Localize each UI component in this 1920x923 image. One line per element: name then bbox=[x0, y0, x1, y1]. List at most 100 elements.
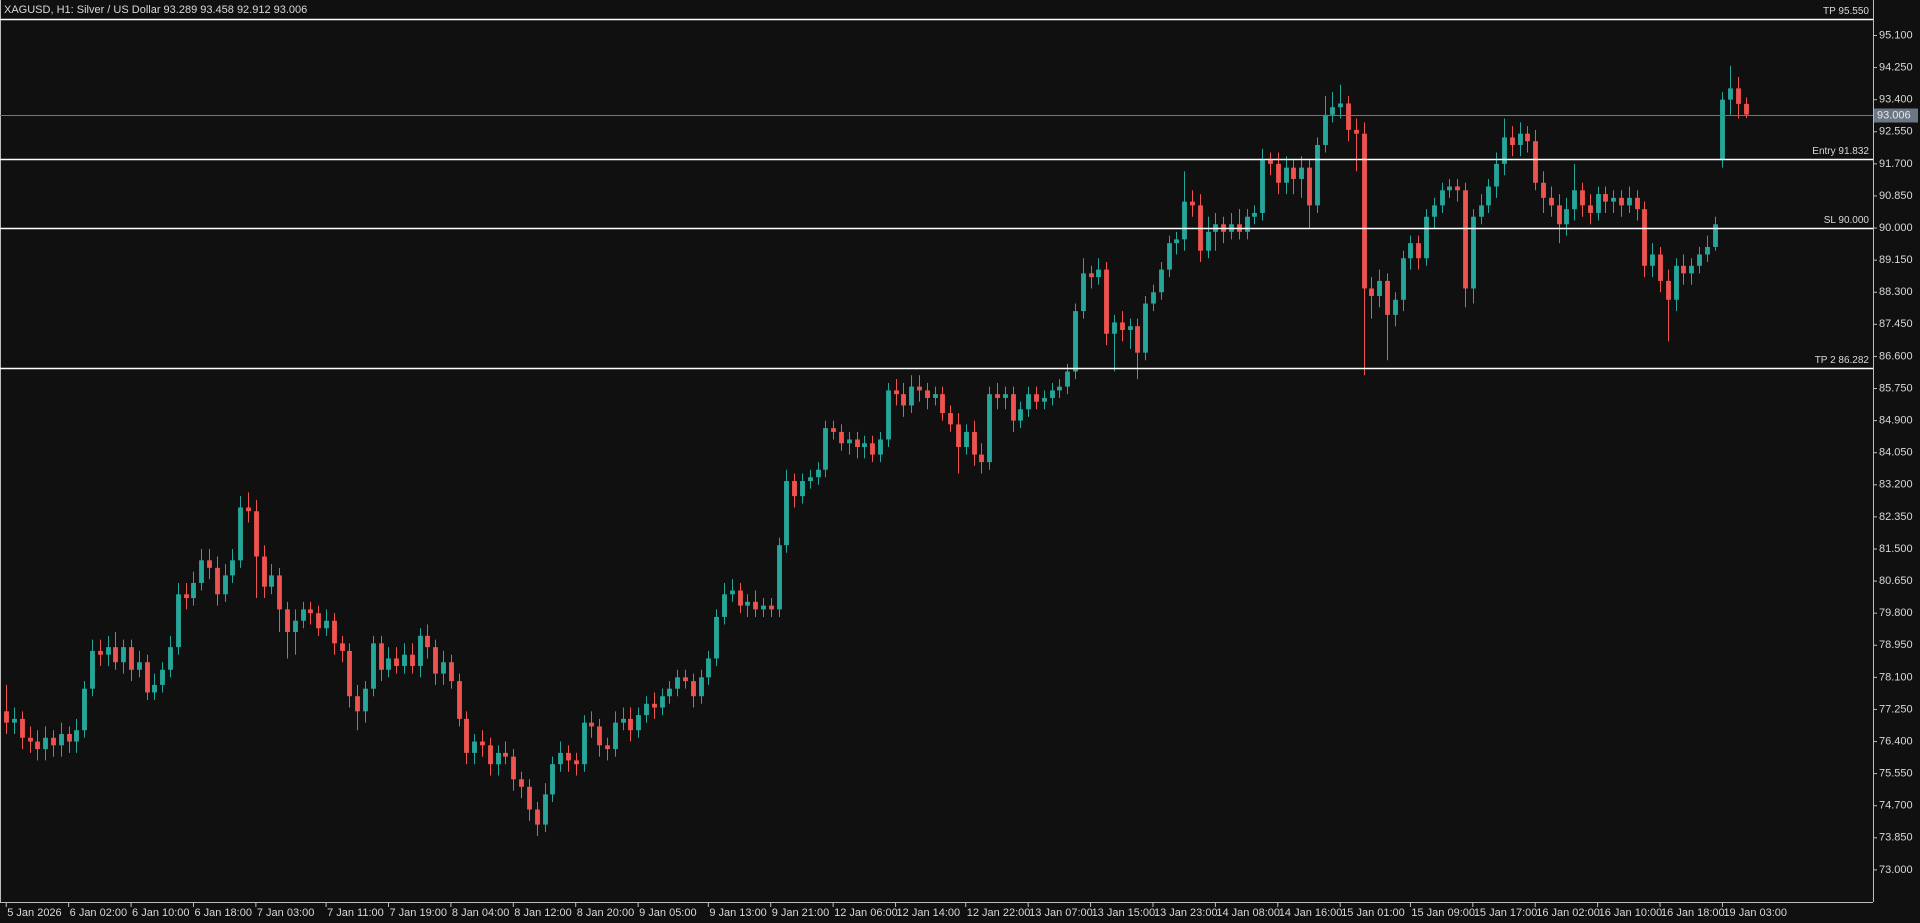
candle-body bbox=[675, 677, 680, 689]
candle-body bbox=[324, 620, 329, 629]
candle-body bbox=[519, 779, 524, 787]
candle-body bbox=[1073, 311, 1078, 372]
candle-body bbox=[1260, 160, 1265, 213]
candle-body bbox=[113, 647, 118, 663]
candle-body bbox=[1627, 197, 1632, 206]
level-label: Entry 91.832 bbox=[1812, 146, 1869, 157]
candle-body bbox=[340, 643, 345, 651]
x-tick-label: 15 Jan 01:00 bbox=[1341, 907, 1405, 919]
candle-body bbox=[20, 718, 25, 738]
candle-body bbox=[1011, 394, 1016, 421]
candle-body bbox=[823, 428, 828, 470]
candle-body bbox=[379, 643, 384, 670]
candle-body bbox=[418, 635, 423, 667]
candle-body bbox=[238, 507, 243, 561]
candle-body bbox=[1128, 326, 1133, 330]
candle-body bbox=[4, 711, 9, 723]
y-tick-label: 95.100 bbox=[1879, 29, 1913, 41]
level-label: TP 95.550 bbox=[1823, 6, 1869, 17]
x-tick-label: 13 Jan 07:00 bbox=[1029, 907, 1093, 919]
candle-body bbox=[870, 443, 875, 455]
candle-body bbox=[1642, 209, 1647, 266]
candle-body bbox=[1479, 205, 1484, 217]
candle-body bbox=[223, 575, 228, 595]
x-tick-label: 8 Jan 20:00 bbox=[577, 907, 635, 919]
candle-body bbox=[394, 658, 399, 667]
candle-body bbox=[1510, 137, 1515, 145]
candle-body bbox=[1697, 254, 1702, 266]
candle-body bbox=[1346, 103, 1351, 130]
y-tick-label: 92.550 bbox=[1879, 126, 1913, 138]
x-tick-label: 12 Jan 14:00 bbox=[897, 907, 961, 919]
candle-body bbox=[262, 556, 267, 587]
candle-body bbox=[1050, 390, 1055, 398]
candle-body bbox=[1190, 201, 1195, 206]
y-tick-label: 83.200 bbox=[1879, 479, 1913, 491]
candle-body bbox=[277, 575, 282, 610]
x-tick-label: 9 Jan 13:00 bbox=[709, 907, 767, 919]
candle-body bbox=[1307, 167, 1312, 206]
candle-body bbox=[184, 594, 189, 599]
candle-body bbox=[1268, 160, 1273, 164]
candle-body bbox=[792, 481, 797, 497]
candle-body bbox=[574, 760, 579, 765]
candle-body bbox=[808, 477, 813, 482]
candle-body bbox=[1276, 163, 1281, 183]
x-tick-label: 12 Jan 22:00 bbox=[967, 907, 1031, 919]
x-tick-label: 16 Jan 10:00 bbox=[1599, 907, 1663, 919]
y-tick-label: 81.500 bbox=[1879, 543, 1913, 555]
candle-body bbox=[1174, 239, 1179, 244]
candle-body bbox=[480, 741, 485, 746]
candle-body bbox=[1330, 107, 1335, 115]
candle-body bbox=[816, 469, 821, 478]
candle-body bbox=[839, 431, 844, 444]
candle-body bbox=[995, 394, 1000, 398]
candle-body bbox=[862, 443, 867, 448]
candle-body bbox=[777, 545, 782, 610]
x-tick-label: 14 Jan 08:00 bbox=[1216, 907, 1280, 919]
candle-body bbox=[691, 681, 696, 697]
candle-body bbox=[1393, 299, 1398, 315]
candle-body bbox=[67, 733, 72, 742]
plot-area bbox=[4, 65, 1749, 836]
candle-body bbox=[1658, 254, 1663, 281]
y-tick-label: 84.900 bbox=[1879, 415, 1913, 427]
x-tick-label: 19 Jan 03:00 bbox=[1723, 907, 1787, 919]
candle-body bbox=[464, 718, 469, 753]
candle-body bbox=[1619, 197, 1624, 206]
candle-body bbox=[706, 658, 711, 678]
candle-body bbox=[152, 684, 157, 693]
candle-body bbox=[386, 658, 391, 670]
candle-body bbox=[363, 688, 368, 712]
candle-body bbox=[901, 394, 906, 406]
candle-body bbox=[371, 643, 376, 689]
candle-body bbox=[1557, 205, 1562, 225]
candle-body bbox=[1720, 99, 1725, 161]
candle-body bbox=[1315, 144, 1320, 206]
candle-body bbox=[1447, 186, 1452, 191]
candle-body bbox=[355, 696, 360, 712]
candle-body bbox=[121, 647, 126, 663]
candle-body bbox=[82, 688, 87, 731]
x-tick-label: 6 Jan 02:00 bbox=[70, 907, 128, 919]
candle-body bbox=[43, 737, 48, 750]
candle-body bbox=[761, 605, 766, 610]
y-tick-label: 93.400 bbox=[1879, 94, 1913, 106]
candle-body bbox=[621, 718, 626, 723]
y-tick-label: 88.300 bbox=[1879, 286, 1913, 298]
candle-body bbox=[636, 715, 641, 731]
x-tick-label: 7 Jan 19:00 bbox=[389, 907, 447, 919]
y-tick-label: 94.250 bbox=[1879, 61, 1913, 73]
candle-body bbox=[293, 620, 298, 633]
x-tick-label: 6 Jan 18:00 bbox=[194, 907, 252, 919]
candle-body bbox=[660, 696, 665, 708]
candle-body bbox=[1151, 292, 1156, 304]
candle-body bbox=[28, 737, 33, 742]
candle-body bbox=[1689, 265, 1694, 274]
candle-body bbox=[129, 647, 134, 670]
candle-body bbox=[246, 507, 251, 512]
candle-body bbox=[745, 601, 750, 606]
